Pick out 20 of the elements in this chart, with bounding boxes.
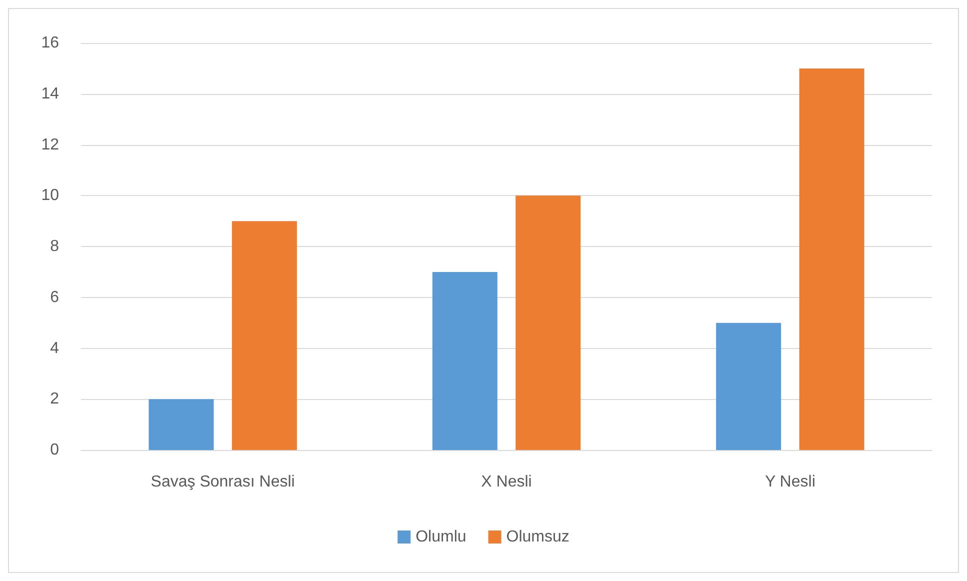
x-tick-label: Savaş Sonrası Nesli (150, 474, 295, 490)
y-tick-label: 2 (50, 390, 60, 408)
bar (148, 399, 214, 450)
legend-label: Olumlu (416, 528, 466, 546)
y-tick-label: 16 (41, 34, 60, 52)
bar (432, 272, 498, 450)
y-tick-label: 14 (41, 85, 60, 102)
y-tick-label: 0 (50, 442, 60, 458)
x-tick-label: Y Nesli (764, 474, 816, 490)
y-tick-label: 8 (50, 238, 60, 255)
y-tick-label: 12 (41, 136, 60, 154)
y-tick-label: 4 (50, 340, 60, 357)
bar (799, 68, 864, 450)
y-tick-label: 10 (41, 187, 60, 204)
y-tick-label: 6 (50, 288, 60, 306)
bar (716, 322, 782, 450)
x-tick-label: X Nesli (481, 474, 532, 490)
bar (516, 196, 581, 450)
legend-label: Olumsuz (506, 528, 570, 546)
bar (232, 221, 297, 450)
